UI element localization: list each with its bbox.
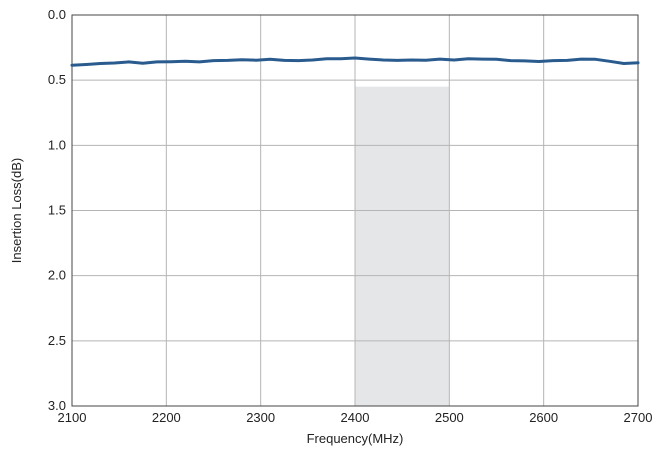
- x-tick-label: 2700: [624, 410, 653, 425]
- y-tick-labels: 0.0 0.5 1.0 1.5 2.0 2.5 3.0: [48, 7, 66, 413]
- x-tick-labels: 2100 2200 2300 2400 2500 2600 2700: [58, 410, 653, 425]
- y-tick-label: 2.0: [48, 268, 66, 283]
- series-line: [70, 56, 640, 67]
- x-tick-label: 2400: [341, 410, 370, 425]
- x-tick-label: 2100: [58, 410, 87, 425]
- x-tick-label: 2600: [529, 410, 558, 425]
- plot-border: [71, 14, 639, 407]
- y-tick-label: 0.0: [48, 7, 66, 22]
- y-tick-label: 1.0: [48, 137, 66, 152]
- x-tick-label: 2300: [246, 410, 275, 425]
- y-axis-title: Insertion Loss(dB): [9, 158, 24, 264]
- y-tick-label: 2.5: [48, 333, 66, 348]
- x-axis-title: Frequency(MHz): [307, 431, 404, 446]
- y-tick-label: 3.0: [48, 398, 66, 413]
- x-tick-label: 2200: [152, 410, 181, 425]
- shaded-band: [355, 86, 450, 406]
- x-tick-label: 2500: [435, 410, 464, 425]
- series-group: [70, 56, 640, 67]
- y-tick-label: 0.5: [48, 72, 66, 87]
- y-tick-label: 1.5: [48, 203, 66, 218]
